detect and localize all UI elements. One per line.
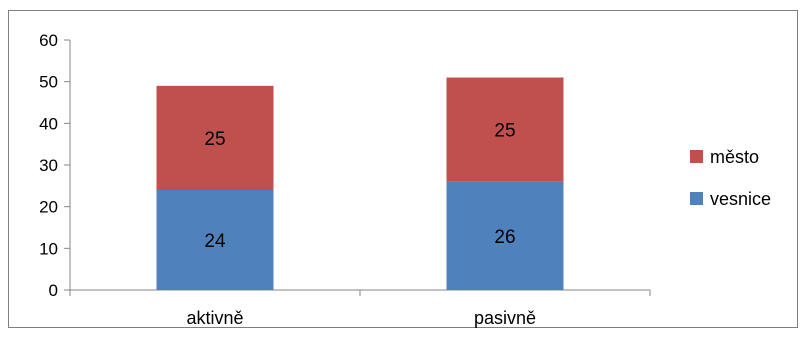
bar-segment-vesnice	[446, 181, 564, 290]
legend-swatch-vesnice	[690, 192, 703, 205]
labels: 24 25 aktivně 26 25 pasivně	[186, 121, 536, 328]
y-tick-label: 50	[39, 73, 58, 92]
chart-frame	[8, 10, 798, 328]
y-tick-label: 60	[39, 31, 58, 50]
data-label: 26	[494, 227, 515, 248]
data-label: 24	[204, 231, 226, 252]
y-tick-label: 0	[49, 281, 58, 300]
data-label: 25	[204, 129, 225, 150]
legend-label-vesnice: vesnice	[710, 189, 771, 209]
x-category-label: pasivně	[474, 308, 536, 328]
legend-swatch-město	[690, 150, 703, 163]
legend-label-město: město	[710, 147, 759, 167]
y-tick-label: 10	[39, 239, 58, 258]
bars	[156, 77, 564, 290]
bar-segment-město	[156, 85, 274, 190]
legend: město vesnice	[690, 147, 771, 209]
bar-segment-vesnice	[156, 190, 274, 290]
y-tick-label: 40	[39, 114, 58, 133]
data-label: 25	[494, 121, 515, 142]
bar-segment-město	[446, 77, 564, 182]
x-category-label: aktivně	[186, 308, 243, 328]
y-tick-label: 30	[39, 156, 58, 175]
y-tick-label: 20	[39, 198, 58, 217]
